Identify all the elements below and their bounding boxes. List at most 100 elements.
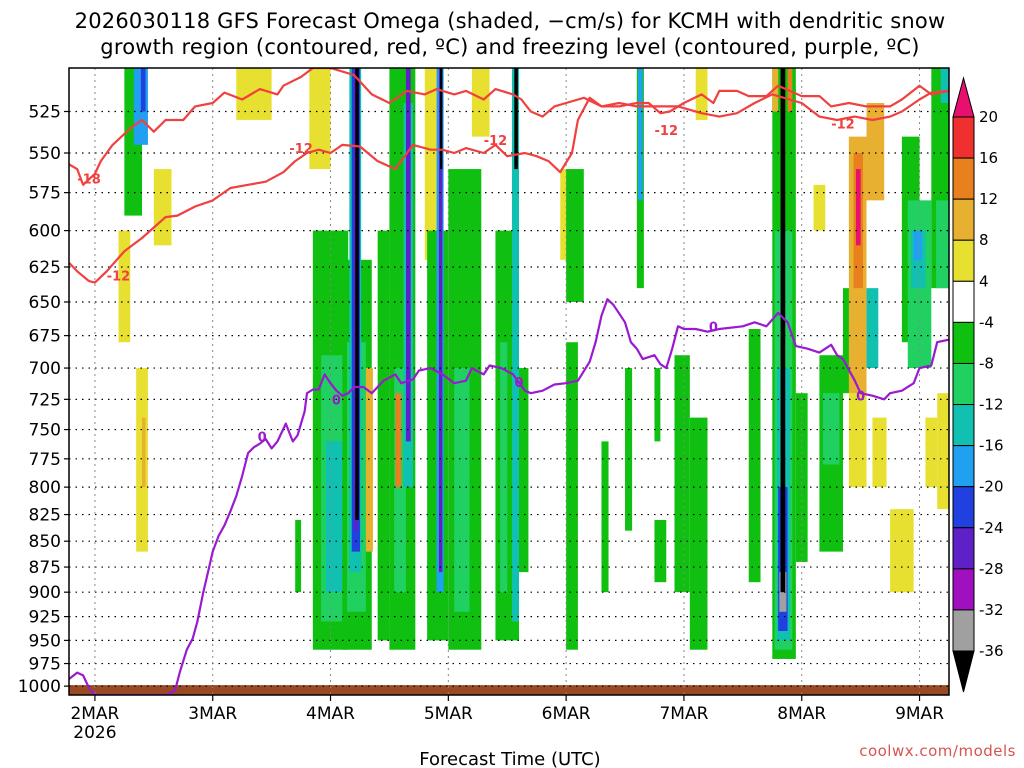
x-tick-label-3MAR: 3MAR bbox=[188, 704, 237, 724]
omega-patch-2 bbox=[140, 68, 146, 112]
x-tick-label-8MAR: 8MAR bbox=[777, 704, 826, 724]
contour-label-3: -12 bbox=[484, 134, 508, 149]
contour-label-9: 0 bbox=[709, 320, 718, 335]
omega-patch-42 bbox=[601, 441, 609, 593]
colorbar-seg-5 bbox=[952, 280, 975, 323]
colorbar-seg-12 bbox=[952, 568, 975, 611]
omega-patch-70 bbox=[866, 288, 879, 369]
y-tick-label-550: 550 bbox=[29, 144, 61, 164]
omega-patch-45 bbox=[625, 368, 633, 531]
omega-patch-36 bbox=[511, 68, 520, 622]
colorbar-top-arrow bbox=[952, 76, 975, 118]
x-tick-label-5MAR: 5MAR bbox=[424, 704, 473, 724]
y-tick-label-900: 900 bbox=[29, 583, 61, 603]
x-axis-label: Forecast Time (UTC) bbox=[419, 749, 600, 768]
omega-patch-8 bbox=[295, 519, 302, 593]
y-tick-label-950: 950 bbox=[29, 631, 61, 651]
contour-label-6: 0 bbox=[258, 431, 267, 446]
chart-title-line2: growth region (contoured, red, ºC) and f… bbox=[100, 35, 919, 59]
colorbar-label-6: -8 bbox=[979, 354, 994, 372]
colorbar-seg-11 bbox=[952, 527, 975, 570]
omega-patch-35 bbox=[500, 342, 508, 593]
colorbar-seg-7 bbox=[952, 362, 975, 406]
y-tick-label-825: 825 bbox=[29, 506, 61, 526]
contour-label-2: -12 bbox=[289, 142, 313, 157]
omega-patch-6 bbox=[153, 169, 172, 246]
omega-patch-19 bbox=[365, 368, 373, 552]
colorbar-label-1: 16 bbox=[979, 149, 998, 167]
x-tick-label-2MAR: 2MAR bbox=[70, 704, 119, 724]
omega-patch-51 bbox=[748, 328, 761, 583]
omega-patch-63 bbox=[813, 184, 826, 231]
x-tick-label-4MAR: 4MAR bbox=[306, 704, 355, 724]
colorbar-label-13: -36 bbox=[979, 642, 1004, 660]
contour-label-10: 0 bbox=[856, 390, 865, 405]
colorbar-label-8: -16 bbox=[979, 437, 1004, 455]
omega-patch-49 bbox=[689, 417, 708, 650]
dgz-contour-lower bbox=[69, 89, 949, 284]
omega-patch-48 bbox=[674, 355, 690, 593]
omega-patch-41 bbox=[566, 342, 578, 650]
colorbar-seg-8 bbox=[952, 404, 975, 447]
contour-label-0: -18 bbox=[77, 173, 101, 188]
omega-patch-38 bbox=[519, 368, 529, 573]
omega-patch-71 bbox=[872, 417, 887, 488]
colorbar-label-10: -24 bbox=[979, 519, 1004, 537]
omega-patch-82 bbox=[940, 68, 949, 103]
colorbar-bottom-arrow bbox=[952, 650, 975, 693]
omega-patch-40 bbox=[566, 169, 584, 302]
colorbar-seg-13 bbox=[952, 609, 975, 652]
colorbar-seg-10 bbox=[952, 486, 975, 529]
y-tick-label-975: 975 bbox=[29, 655, 61, 675]
y-tick-label-875: 875 bbox=[29, 558, 61, 578]
contour-lines bbox=[69, 68, 949, 695]
colorbar-seg-3 bbox=[952, 198, 975, 241]
colorbar-seg-4 bbox=[952, 239, 975, 282]
colorbar-label-2: 12 bbox=[979, 190, 998, 208]
omega-patch-72 bbox=[890, 509, 914, 593]
omega-patch-62 bbox=[822, 393, 840, 465]
omega-patch-81 bbox=[937, 393, 949, 510]
omega-patch-32 bbox=[454, 368, 470, 612]
chart-title-line1: 2026030118 GFS Forecast Omega (shaded, −… bbox=[75, 9, 946, 33]
colorbar-label-11: -28 bbox=[979, 560, 1004, 578]
colorbar-seg-2 bbox=[952, 157, 975, 200]
y-tick-label-775: 775 bbox=[29, 450, 61, 470]
y-tick-label-525: 525 bbox=[29, 103, 61, 123]
colorbar-label-9: -20 bbox=[979, 478, 1004, 496]
y-tick-label-925: 925 bbox=[29, 608, 61, 628]
freezing-level-contour bbox=[69, 298, 949, 695]
x-tick-label-7MAR: 7MAR bbox=[659, 704, 708, 724]
y-axis: 525 550 575 600 625 650 675 700 725 750 775 800 825 8… bbox=[18, 103, 69, 697]
colorbar-label-5: -4 bbox=[979, 313, 994, 331]
credit-text: coolwx.com/models bbox=[859, 742, 1016, 760]
omega-shading bbox=[118, 68, 949, 659]
contour-label-7: 0 bbox=[332, 393, 341, 408]
contour-label-5: -12 bbox=[831, 117, 855, 132]
x-tick-sublabel-2MAR: 2026 bbox=[73, 723, 116, 743]
y-tick-label-850: 850 bbox=[29, 532, 61, 552]
dgz-contour-upper bbox=[69, 68, 949, 186]
y-tick-label-750: 750 bbox=[29, 421, 61, 441]
colorbar-seg-9 bbox=[952, 445, 975, 488]
colorbar-label-12: -32 bbox=[979, 601, 1004, 619]
y-tick-label-700: 700 bbox=[29, 359, 61, 379]
y-tick-label-725: 725 bbox=[29, 390, 61, 410]
omega-patch-3 bbox=[118, 230, 131, 343]
plot-area: -18 -12 -12 -12 -12 -12 0 0 0 0 0 bbox=[68, 67, 950, 696]
y-tick-label-600: 600 bbox=[29, 222, 61, 242]
omega-patch-30 bbox=[440, 68, 443, 170]
y-tick-label-625: 625 bbox=[29, 258, 61, 278]
colorbar-seg-1 bbox=[952, 116, 975, 159]
omega-patch-18 bbox=[355, 68, 359, 520]
y-tick-label-800: 800 bbox=[29, 478, 61, 498]
x-tick-label-6MAR: 6MAR bbox=[542, 704, 591, 724]
omega-patch-47 bbox=[654, 519, 667, 583]
x-tick-label-9MAR: 9MAR bbox=[895, 704, 944, 724]
colorbar-label-3: 8 bbox=[979, 231, 989, 249]
colorbar-label-4: 4 bbox=[979, 272, 989, 290]
omega-patch-46 bbox=[654, 368, 661, 442]
omega-patch-77 bbox=[913, 230, 922, 260]
omega-patch-69 bbox=[848, 393, 867, 488]
plot-frame bbox=[68, 67, 950, 696]
